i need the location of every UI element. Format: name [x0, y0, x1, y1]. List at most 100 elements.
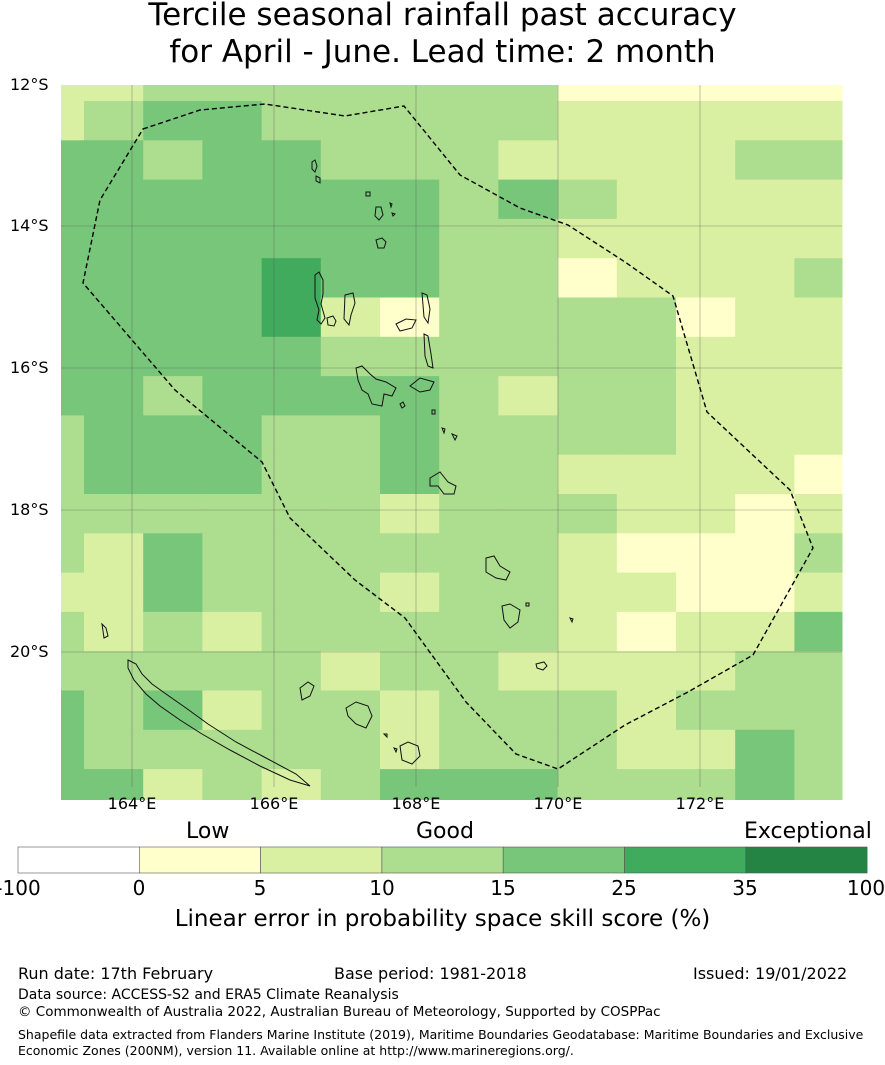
grid-cell — [84, 218, 144, 259]
grid-cell — [498, 140, 559, 181]
grid-cell — [380, 101, 440, 141]
grid-cell — [498, 85, 559, 102]
grid-cell — [794, 179, 843, 220]
grid-cell — [735, 415, 795, 456]
grid-cell — [557, 454, 618, 495]
grid-cell — [794, 258, 843, 298]
grid-cell — [498, 376, 559, 416]
grid-cell — [616, 494, 677, 534]
grid-cell — [439, 376, 499, 416]
grid-cell — [498, 494, 559, 534]
grid-cell — [557, 101, 618, 141]
colorbar-tick-15: 15 — [490, 876, 516, 900]
grid-cell — [616, 415, 677, 456]
grid-cell — [794, 690, 843, 731]
grid-cell — [676, 101, 736, 141]
grid-cell — [794, 297, 843, 338]
grid-cell — [202, 454, 263, 495]
base-period: Base period: 1981-2018 — [334, 964, 527, 983]
grid-cell — [498, 651, 559, 691]
island-efate — [429, 471, 457, 495]
grid-cell — [61, 651, 85, 691]
grid-cell — [735, 494, 795, 534]
colorbar-tick-5: 5 — [253, 876, 267, 900]
grid-cell — [380, 494, 440, 534]
grid-cell — [794, 572, 843, 613]
grid-cell — [261, 218, 322, 259]
grid-cell — [439, 769, 499, 800]
grid-cell — [735, 533, 795, 574]
colorbar-segment — [745, 846, 868, 874]
grid-cell — [676, 729, 736, 770]
grid-cell — [498, 769, 559, 800]
grid-cell — [84, 179, 144, 220]
grid-cell — [143, 769, 203, 800]
grid-cell — [202, 415, 263, 456]
grid-cell — [261, 297, 322, 338]
title-line-1: Tercile seasonal rainfall past accuracy — [148, 0, 737, 33]
grid-cell — [676, 690, 736, 731]
grid-cell — [380, 690, 440, 731]
grid-cell — [61, 454, 85, 495]
grid-cell — [557, 297, 618, 338]
grid-cell — [202, 85, 263, 102]
lon-label-168e: 168°E — [391, 794, 441, 813]
grid-cell — [143, 533, 203, 574]
grid-cell — [61, 140, 85, 181]
island-epi — [409, 377, 435, 393]
grid-cell — [794, 651, 843, 691]
grid-cell — [439, 611, 499, 652]
grid-cell — [202, 769, 263, 800]
grid-cell — [557, 376, 618, 416]
grid-cell — [320, 611, 381, 652]
grid-cell — [735, 101, 795, 141]
grid-cell — [84, 729, 144, 770]
grid-cell — [143, 729, 203, 770]
colorbar-tick-10: 10 — [369, 876, 395, 900]
grid-cell — [320, 218, 381, 259]
grid-cell — [320, 729, 381, 770]
grid-cell — [676, 140, 736, 181]
grid-cell — [735, 769, 795, 800]
grid-cell — [735, 179, 795, 220]
grid-cell — [676, 769, 736, 800]
grid-cell — [616, 651, 677, 691]
grid-cell — [202, 258, 263, 298]
grid-cell — [498, 258, 559, 298]
grid-cell — [84, 533, 144, 574]
colorbar — [17, 846, 868, 874]
eez-boundary — [82, 103, 814, 770]
island-loyalty-lifou — [345, 701, 373, 729]
grid-cell — [676, 454, 736, 495]
grid-cell — [676, 85, 736, 102]
shapefile-credit: Shapefile data extracted from Flanders M… — [18, 1027, 864, 1058]
grid-cell — [735, 690, 795, 731]
grid-cell — [439, 651, 499, 691]
grid-cell — [557, 140, 618, 181]
grid-cell — [320, 690, 381, 731]
grid-cell — [320, 769, 381, 800]
colorbar-tick-100: 100 — [846, 876, 885, 900]
grid-cell — [143, 494, 203, 534]
grid-cell — [84, 415, 144, 456]
vanuatu-islands — [311, 159, 574, 671]
island-aneityum — [535, 661, 548, 671]
grid-cell — [61, 85, 85, 102]
lat-label-14s: 14°S — [10, 216, 49, 235]
grid-cell — [380, 297, 440, 338]
grid-cell — [61, 572, 85, 613]
colorbar-tick-0: 0 — [132, 876, 146, 900]
grid-cell — [794, 376, 843, 416]
grid-cell — [735, 454, 795, 495]
grid-cell — [143, 611, 203, 652]
island-tanna — [501, 603, 521, 629]
grid-cell — [616, 336, 677, 377]
grid-cell — [735, 572, 795, 613]
grid-cell — [143, 179, 203, 220]
grid-cell — [61, 297, 85, 338]
grid-cell — [380, 415, 440, 456]
grid-cell — [794, 611, 843, 652]
grid-cell — [498, 297, 559, 338]
lon-label-166e: 166°E — [249, 794, 299, 813]
grid-cell — [439, 494, 499, 534]
